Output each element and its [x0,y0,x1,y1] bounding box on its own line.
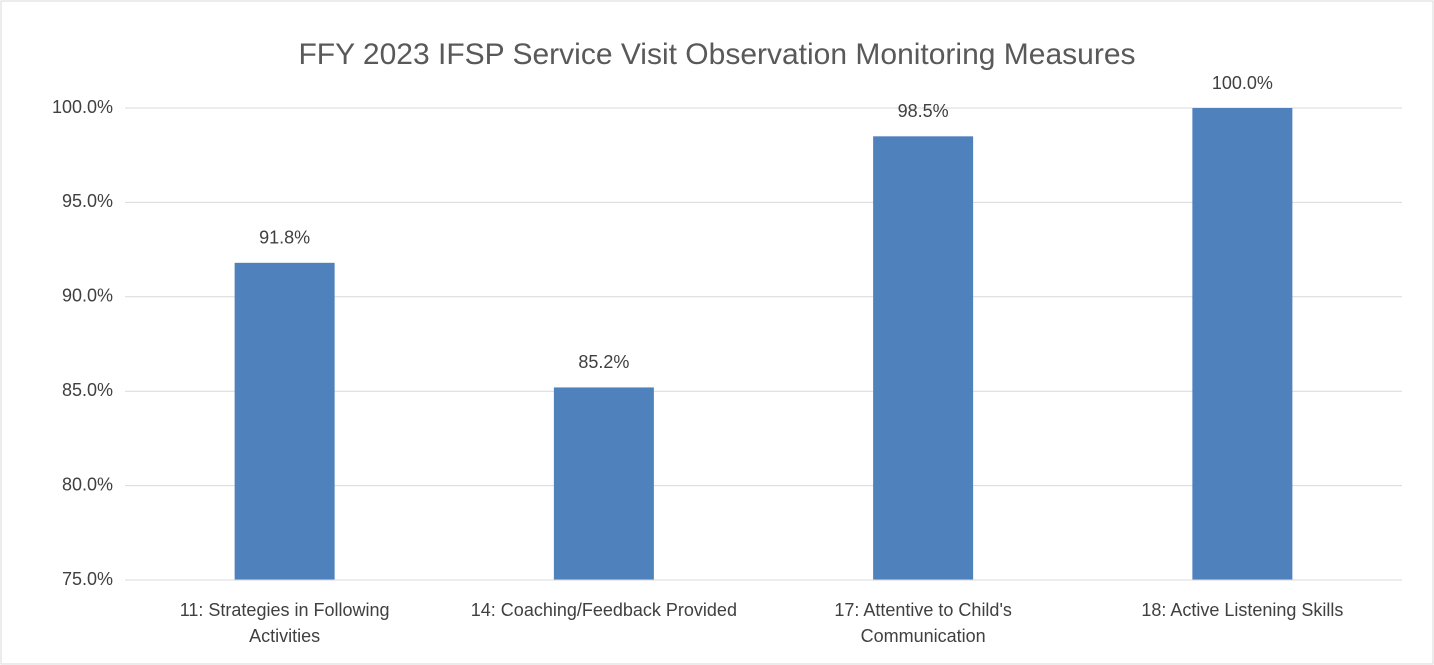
y-tick-label: 90.0% [62,286,113,306]
y-tick-label: 85.0% [62,380,113,400]
data-label: 100.0% [1212,73,1273,93]
bar [873,136,974,580]
bar [1192,108,1293,580]
y-tick-label: 95.0% [62,191,113,211]
y-tick-label: 75.0% [62,569,113,589]
data-label: 91.8% [259,228,310,248]
x-tick-label: 11: Strategies in Following Activities [179,600,390,646]
x-tick-label: 17: Attentive to Child's Communication [834,600,1012,646]
y-tick-label: 80.0% [62,474,113,494]
x-tick-label: 14: Coaching/Feedback Provided [470,600,737,620]
chart-title: FFY 2023 IFSP Service Visit Observation … [298,38,1135,71]
data-label: 85.2% [578,352,629,372]
x-tick-label: 18: Active Listening Skills [1141,600,1344,620]
data-label: 98.5% [898,101,949,121]
bar [553,387,654,580]
y-tick-label: 100.0% [52,97,113,117]
bar [234,262,335,580]
